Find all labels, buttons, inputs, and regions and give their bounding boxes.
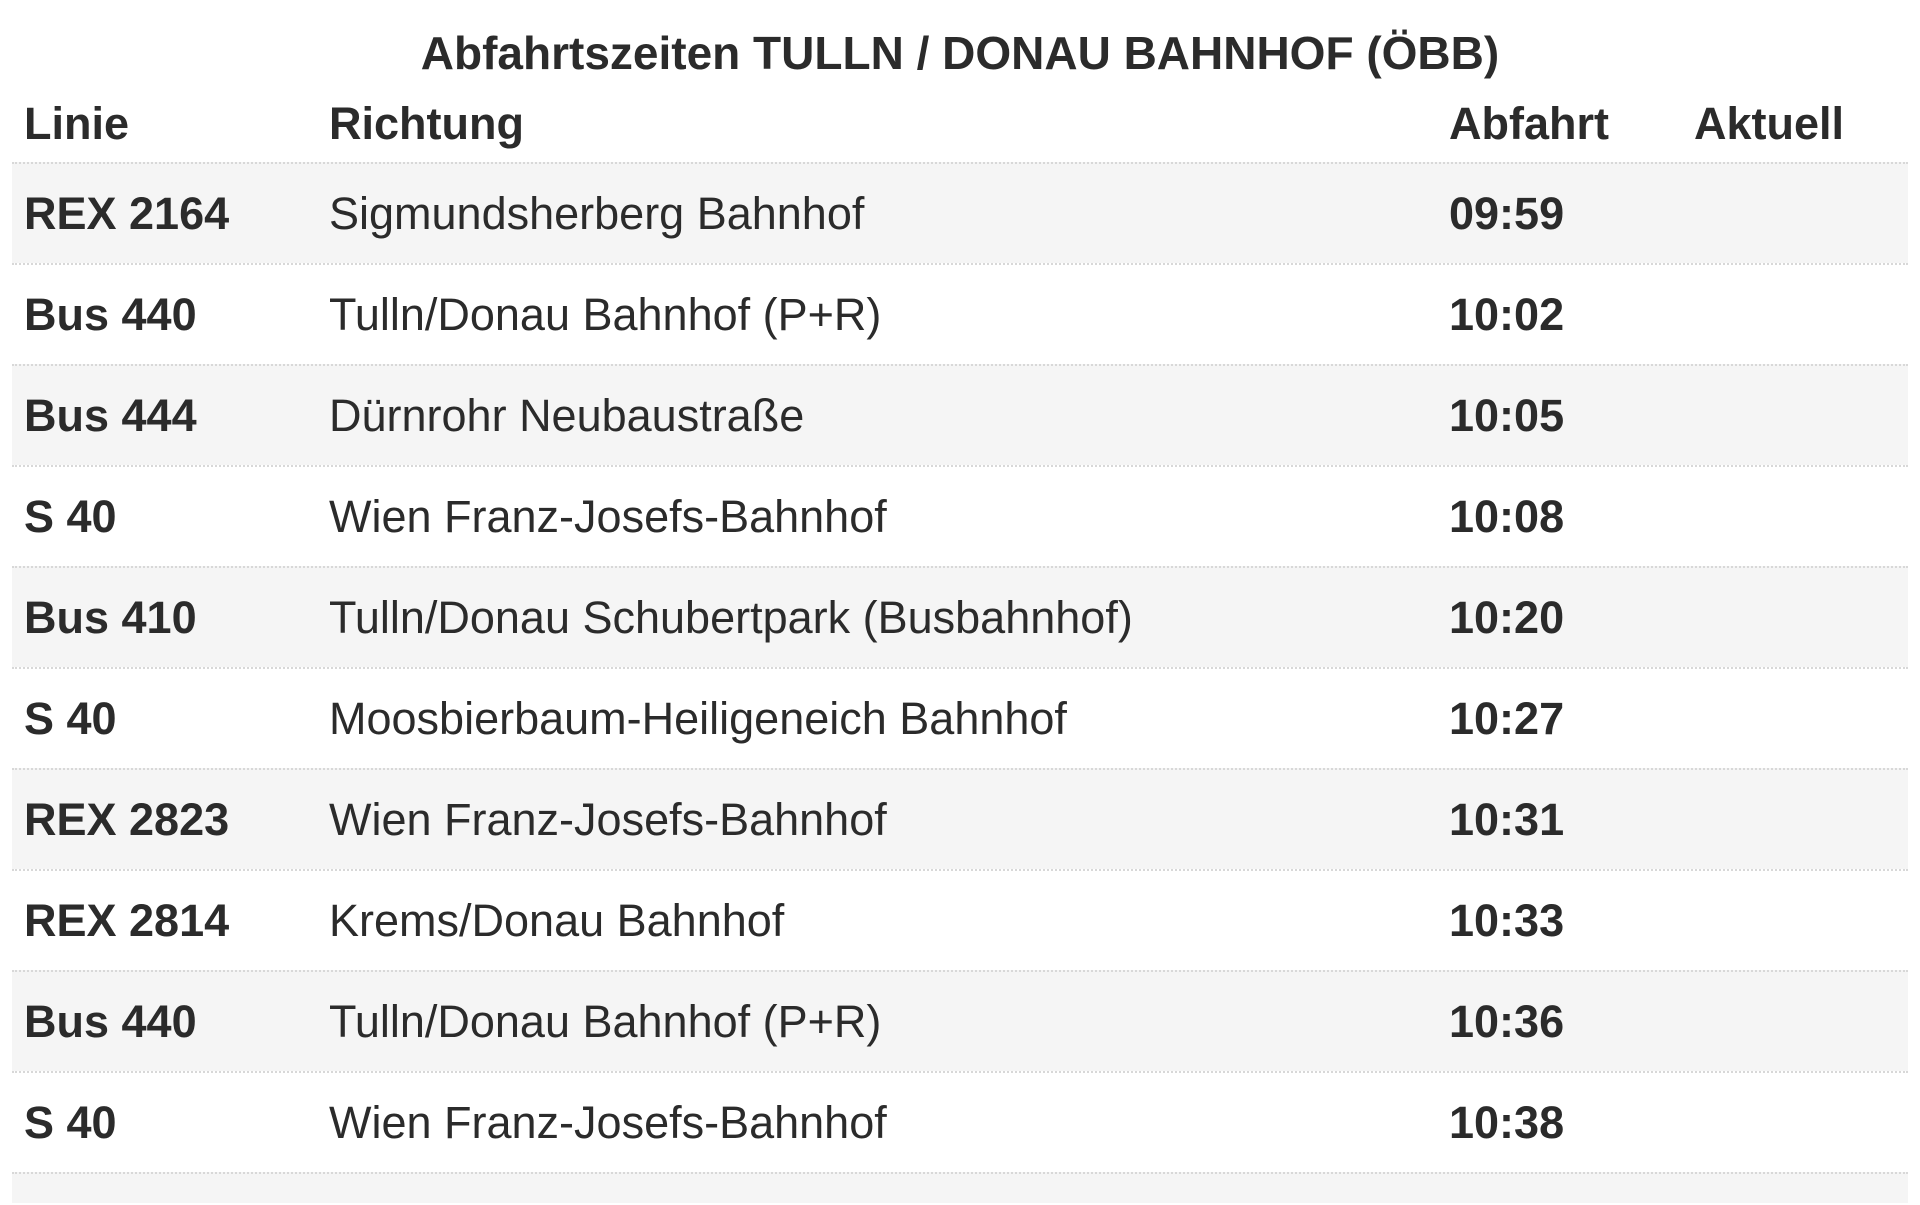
departure-time-cell: 10:31 bbox=[1449, 793, 1565, 845]
direction-cell: Tulln/Donau Bahnhof (P+R) bbox=[329, 288, 882, 340]
line-cell: Bus 440 bbox=[24, 995, 197, 1047]
direction-cell: Tulln/Donau Schubertpark (Busbahnhof) bbox=[329, 591, 1133, 643]
table-row: Bus 440 Tulln/Donau Bahnhof (P+R) 10:02 bbox=[12, 263, 1908, 364]
table-header: Linie Richtung Abfahrt Aktuell bbox=[12, 86, 1908, 162]
departures-table: Linie Richtung Abfahrt Aktuell REX 2164 … bbox=[12, 86, 1908, 1203]
table-row-partial bbox=[12, 1172, 1908, 1203]
departure-time-cell: 10:20 bbox=[1449, 591, 1565, 643]
departure-time-cell: 10:02 bbox=[1449, 288, 1565, 340]
line-cell: REX 2164 bbox=[24, 187, 230, 239]
departure-time-cell: 10:33 bbox=[1449, 894, 1565, 946]
table-row: Bus 444 Dürnrohr Neubaustraße 10:05 bbox=[12, 364, 1908, 465]
table-row: S 40 Wien Franz-Josefs-Bahnhof 10:08 bbox=[12, 465, 1908, 566]
direction-cell: Wien Franz-Josefs-Bahnhof bbox=[329, 1096, 887, 1148]
table-row: Bus 440 Tulln/Donau Bahnhof (P+R) 10:36 bbox=[12, 970, 1908, 1071]
direction-cell: Krems/Donau Bahnhof bbox=[329, 894, 785, 946]
table-row: REX 2814 Krems/Donau Bahnhof 10:33 bbox=[12, 869, 1908, 970]
column-header-abfahrt: Abfahrt bbox=[1449, 98, 1609, 149]
departure-time-cell: 09:59 bbox=[1449, 187, 1565, 239]
direction-cell: Tulln/Donau Bahnhof (P+R) bbox=[329, 995, 882, 1047]
direction-cell: Moosbierbaum-Heiligeneich Bahnhof bbox=[329, 692, 1067, 744]
line-cell: Bus 410 bbox=[24, 591, 197, 643]
column-header-linie: Linie bbox=[24, 98, 130, 149]
departure-time-cell: 10:36 bbox=[1449, 995, 1565, 1047]
departure-time-cell: 10:38 bbox=[1449, 1096, 1565, 1148]
line-cell: REX 2823 bbox=[24, 793, 230, 845]
column-header-richtung: Richtung bbox=[329, 98, 524, 149]
line-cell: S 40 bbox=[24, 490, 117, 542]
table-row: REX 2823 Wien Franz-Josefs-Bahnhof 10:31 bbox=[12, 768, 1908, 869]
departure-time-cell: 10:08 bbox=[1449, 490, 1565, 542]
line-cell: REX 2814 bbox=[24, 894, 230, 946]
line-cell: Bus 444 bbox=[24, 389, 197, 441]
line-cell: S 40 bbox=[24, 692, 117, 744]
direction-cell: Sigmundsherberg Bahnhof bbox=[329, 187, 865, 239]
direction-cell: Wien Franz-Josefs-Bahnhof bbox=[329, 793, 887, 845]
table-row: Bus 410 Tulln/Donau Schubertpark (Busbah… bbox=[12, 566, 1908, 667]
column-header-aktuell: Aktuell bbox=[1694, 98, 1845, 149]
departure-time-cell: 10:27 bbox=[1449, 692, 1565, 744]
line-cell: Bus 440 bbox=[24, 288, 197, 340]
board-title: Abfahrtszeiten TULLN / DONAU BAHNHOF (ÖB… bbox=[420, 27, 1500, 79]
direction-cell: Dürnrohr Neubaustraße bbox=[329, 389, 805, 441]
table-row: S 40 Wien Franz-Josefs-Bahnhof 10:38 bbox=[12, 1071, 1908, 1172]
direction-cell: Wien Franz-Josefs-Bahnhof bbox=[329, 490, 887, 542]
table-row: S 40 Moosbierbaum-Heiligeneich Bahnhof 1… bbox=[12, 667, 1908, 768]
line-cell: S 40 bbox=[24, 1096, 117, 1148]
table-row: REX 2164 Sigmundsherberg Bahnhof 09:59 bbox=[12, 162, 1908, 263]
departure-time-cell: 10:05 bbox=[1449, 389, 1565, 441]
